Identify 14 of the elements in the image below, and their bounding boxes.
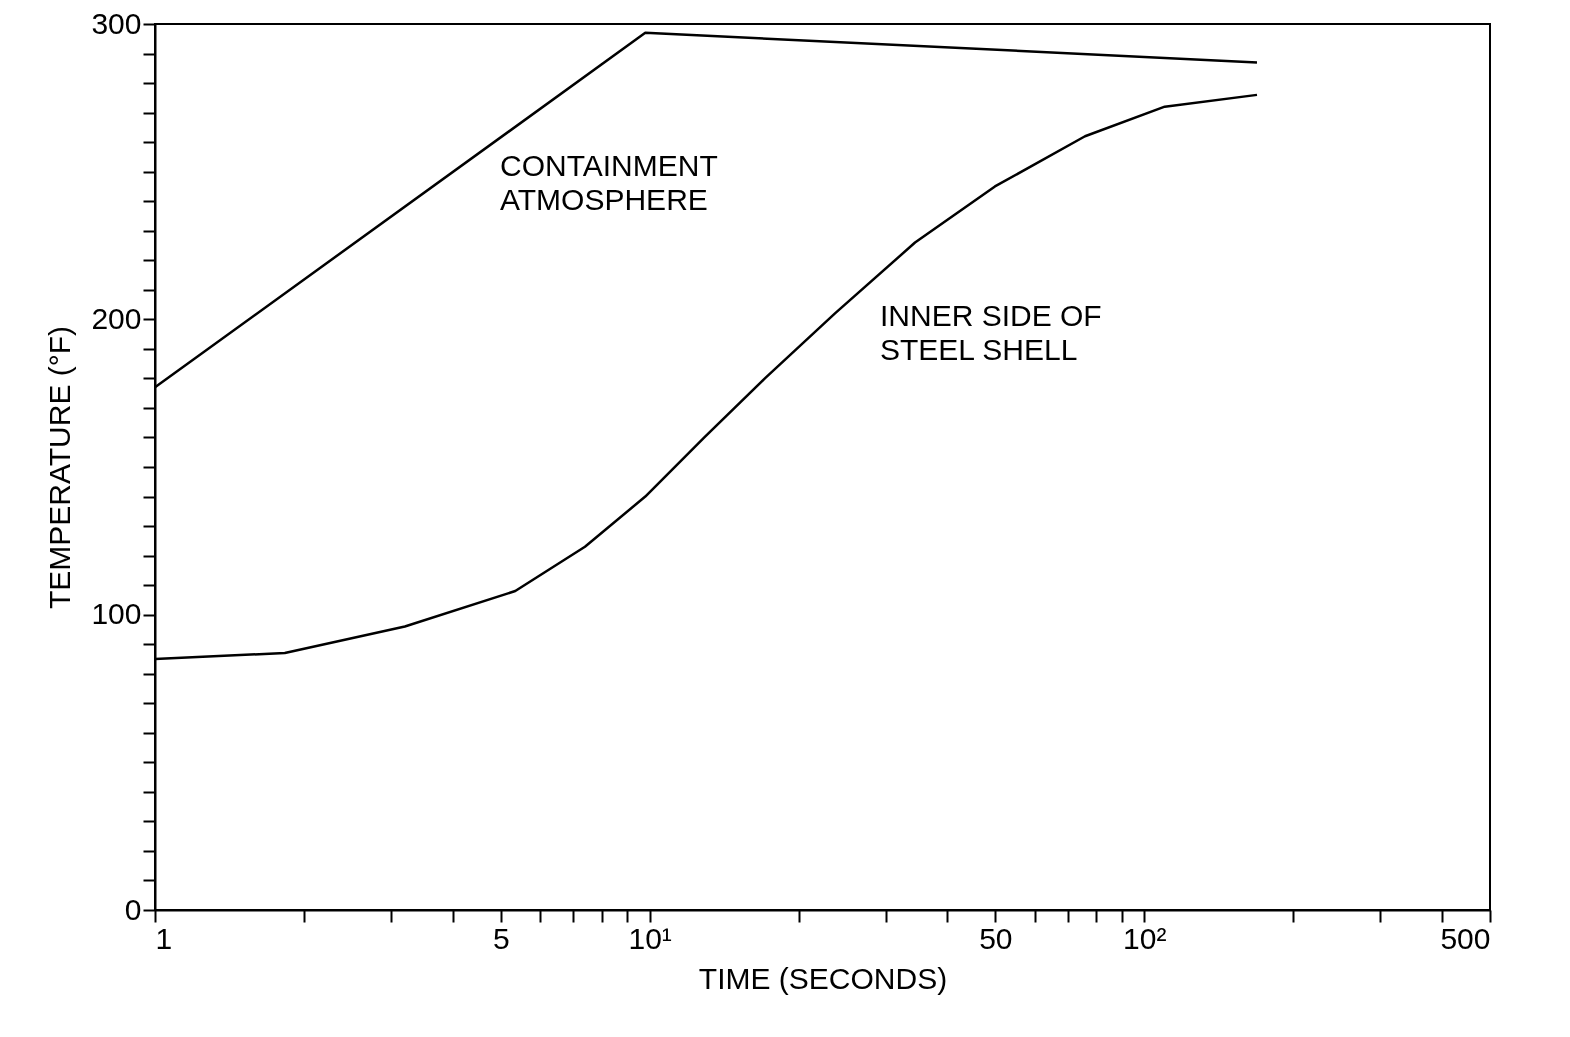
y-tick-label: 300 — [91, 6, 142, 40]
x-tick-label: 1 — [155, 921, 173, 955]
x-axis-title: TIME (SECONDS) — [698, 961, 948, 995]
y-tick-label: 200 — [91, 301, 142, 335]
series-label: INNER SIDE OF STEEL SHELL — [880, 299, 1102, 366]
x-tick-label: 10² — [1123, 921, 1167, 955]
x-tick-label: 50 — [979, 921, 1013, 955]
x-tick-label: 10¹ — [628, 921, 672, 955]
y-tick-label: 100 — [91, 597, 142, 631]
y-tick-label: 0 — [124, 892, 142, 926]
x-tick-label: 5 — [492, 921, 510, 955]
y-axis-title: TEMPERATURE (°F) — [43, 325, 77, 610]
series-label: CONTAINMENT ATMOSPHERE — [500, 149, 718, 216]
x-tick-label: 500 — [1440, 921, 1491, 955]
